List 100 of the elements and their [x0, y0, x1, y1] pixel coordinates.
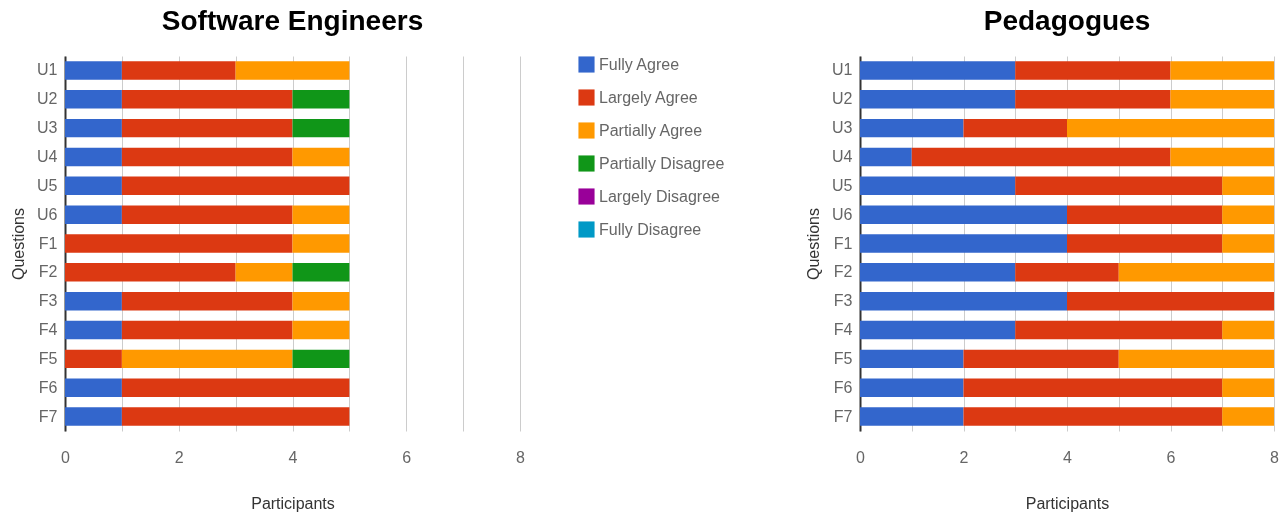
bar	[65, 90, 122, 109]
y-tick-label: F5	[833, 349, 853, 367]
bar	[121, 147, 293, 167]
x-tick-label: 6	[402, 448, 412, 466]
bar	[1118, 349, 1274, 369]
bar	[860, 320, 1016, 340]
bar	[65, 147, 122, 167]
bar	[292, 147, 350, 167]
bar	[860, 90, 1016, 109]
y-tick-label: U4	[37, 147, 58, 165]
y-tick-label: U5	[832, 176, 853, 194]
legend-label: Fully Disagree	[599, 220, 702, 238]
legend-label: Largely Disagree	[599, 187, 721, 205]
bar	[121, 118, 293, 138]
bar	[1015, 90, 1171, 109]
legend-label: Largely Agree	[599, 88, 698, 106]
x-axis-title: Participants	[1025, 494, 1110, 512]
bar	[860, 147, 912, 167]
legend-label: Partially Agree	[599, 121, 703, 139]
bar	[1015, 263, 1119, 282]
bar	[121, 61, 236, 80]
bar	[65, 263, 236, 282]
bar	[65, 291, 122, 311]
bar	[1222, 320, 1274, 340]
x-tick-label: 4	[288, 448, 298, 466]
bar	[1222, 234, 1274, 253]
y-tick-label: U3	[37, 119, 58, 137]
bar	[1170, 90, 1274, 109]
y-tick-label: F2	[38, 263, 58, 281]
y-tick-label: F6	[833, 378, 853, 396]
bar	[963, 378, 1223, 397]
bar	[235, 263, 293, 282]
bar	[65, 205, 122, 224]
bar	[121, 378, 350, 397]
y-tick-label: F1	[38, 234, 58, 252]
x-tick-label: 2	[959, 448, 969, 466]
y-tick-label: U5	[37, 176, 58, 194]
y-tick-label: F7	[833, 407, 853, 425]
bar	[65, 378, 122, 397]
bar	[1170, 61, 1274, 80]
bar	[121, 407, 350, 426]
bar	[860, 349, 964, 369]
y-tick-label: F4	[833, 321, 853, 339]
bar	[963, 349, 1119, 369]
y-tick-label: F3	[38, 292, 58, 310]
bar	[860, 378, 964, 397]
y-axis-title: Questions	[10, 207, 28, 281]
bar	[1170, 147, 1274, 167]
bar	[1222, 407, 1274, 426]
bar	[65, 118, 122, 138]
chart-title: Software Engineers	[161, 5, 424, 36]
bar	[860, 291, 1067, 311]
y-tick-label: F7	[38, 407, 58, 425]
x-tick-label: 0	[61, 448, 71, 466]
bar	[1222, 378, 1274, 397]
bar	[121, 176, 350, 196]
bar	[65, 61, 122, 80]
bar	[963, 407, 1223, 426]
y-tick-label: U1	[37, 61, 58, 79]
x-tick-label: 8	[1270, 448, 1280, 466]
bar	[860, 176, 1016, 196]
bar	[1118, 263, 1274, 282]
bar	[292, 118, 350, 138]
bar	[292, 90, 350, 109]
bar	[1015, 61, 1171, 80]
bar	[65, 176, 122, 196]
bar	[292, 291, 350, 311]
bar	[121, 205, 293, 224]
bar	[292, 320, 350, 340]
y-tick-label: U6	[832, 205, 853, 223]
x-tick-label: 0	[856, 448, 866, 466]
bar	[860, 407, 964, 426]
bar	[65, 349, 122, 369]
bar	[911, 147, 1171, 167]
y-axis-title: Questions	[805, 207, 823, 281]
bar	[1067, 291, 1274, 311]
y-tick-label: U4	[832, 147, 853, 165]
bar	[860, 61, 1016, 80]
bar	[235, 61, 350, 80]
bar	[860, 263, 1016, 282]
y-tick-label: U6	[37, 205, 58, 223]
bar	[65, 320, 122, 340]
y-tick-label: U3	[832, 119, 853, 137]
y-tick-label: U1	[832, 61, 853, 79]
x-tick-label: 4	[1063, 448, 1073, 466]
x-tick-label: 8	[516, 448, 526, 466]
chart-title: Pedagogues	[983, 5, 1151, 36]
y-tick-label: F1	[833, 234, 853, 252]
bar	[1222, 176, 1274, 196]
bar	[1015, 176, 1223, 196]
bar	[963, 118, 1067, 138]
bar	[860, 118, 964, 138]
bar	[860, 234, 1067, 253]
y-tick-label: F6	[38, 378, 58, 396]
bar	[292, 234, 350, 253]
bar	[121, 320, 293, 340]
bar	[1067, 118, 1274, 138]
legend-label: Fully Agree	[599, 55, 680, 73]
x-axis-title: Participants	[251, 494, 335, 512]
y-tick-label: U2	[832, 90, 853, 108]
